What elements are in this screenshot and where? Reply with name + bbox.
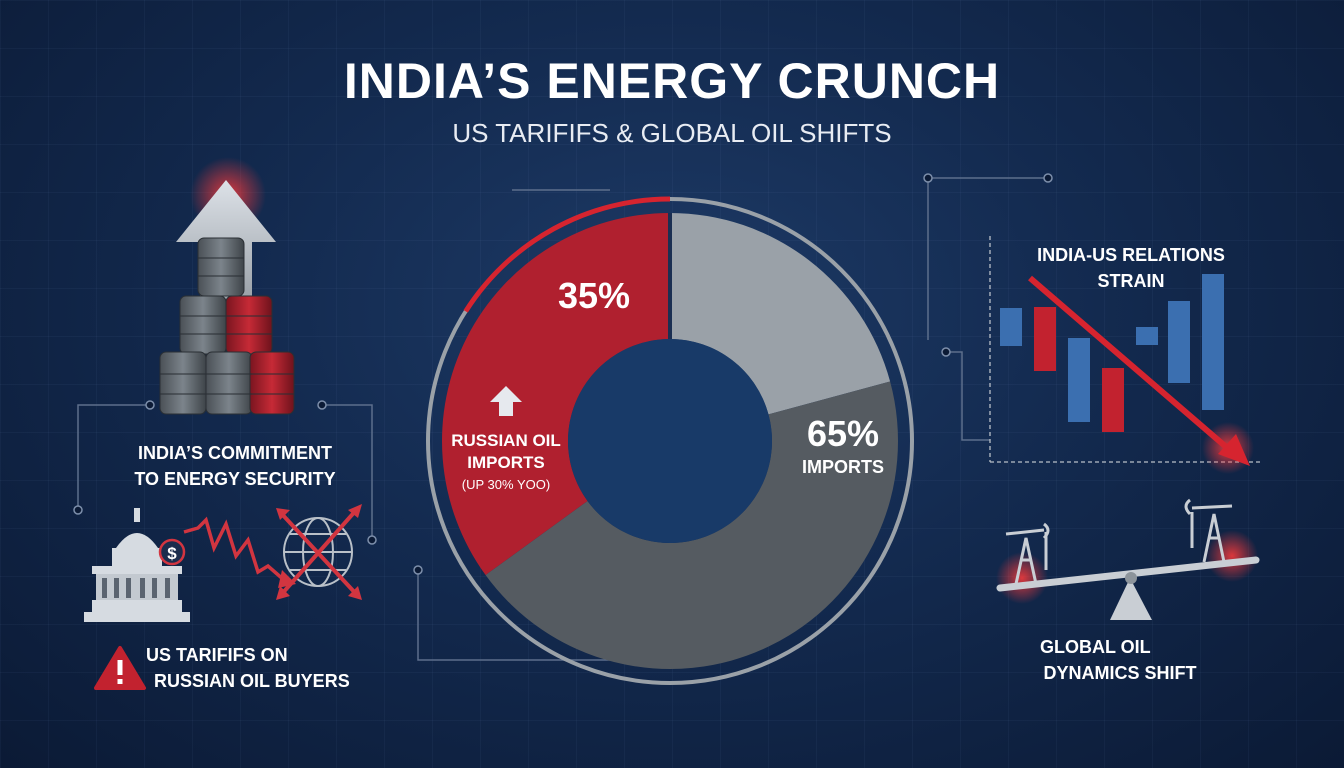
slice-russian-oil <box>442 213 670 576</box>
label-relations-line1: INDIA-US RELATIONS <box>1037 245 1225 265</box>
label-relations-line2: STRAIN <box>1097 271 1165 291</box>
connector-nodes <box>73 173 1053 575</box>
page-subtitle: US TARIFIFS & GLOBAL OIL SHIFTS <box>452 118 892 148</box>
label-energy-security-line2: TO ENERGY SECURITY <box>134 469 336 489</box>
label-energy-security: INDIA’S COMMITMENT TO ENERGY SECURITY <box>110 440 360 492</box>
accent-arc <box>463 196 671 313</box>
trend-down-arrow-icon <box>1028 275 1254 474</box>
donut-hole <box>568 339 772 543</box>
russian-up-arrow-icon <box>490 386 522 416</box>
donut-chart: 35% RUSSIAN OIL IMPORTS (UP 30% YOO) 65% IMPO… <box>426 196 914 685</box>
label-us-tariffs-line2: RUSSIAN OIL BUYERS <box>154 671 350 691</box>
dollar-icon: $ <box>158 538 186 566</box>
label-russian-percent: 35% <box>558 275 630 316</box>
oil-pump-icon <box>1005 498 1233 585</box>
label-us-tariffs-line1: US TARIFIFS ON <box>146 645 288 665</box>
svg-text:$: $ <box>167 544 177 563</box>
label-russian-name-line2: IMPORTS <box>467 453 544 472</box>
connector-lines <box>77 177 1048 661</box>
bar-chart-icon <box>989 236 1262 463</box>
label-russian-sublabel: (UP 30% YOO) <box>462 477 550 492</box>
slice-imports <box>485 381 898 669</box>
oil-barrels-icon <box>159 157 295 415</box>
label-oil-dynamics-line1: GLOBAL OIL <box>1040 637 1151 657</box>
page-title: INDIA’S ENERGY CRUNCH <box>343 53 1001 109</box>
label-energy-security-line1: INDIA’S COMMITMENT <box>138 443 332 463</box>
label-oil-dynamics-line2: DYNAMICS SHIFT <box>1043 663 1197 683</box>
label-imports-name: IMPORTS <box>802 457 884 477</box>
zigzag-arrow-icon <box>183 516 296 588</box>
slice-imports-top <box>670 213 891 415</box>
label-us-tariffs: US TARIFIFS ON RUSSIAN OIL BUYERS <box>140 642 360 694</box>
globe-icon <box>276 504 362 600</box>
label-imports-percent: 65% <box>807 413 879 454</box>
seesaw-icon <box>996 530 1260 620</box>
warning-icon <box>94 646 146 690</box>
label-russian-name-line1: RUSSIAN OIL <box>451 431 561 450</box>
label-relations-strain: INDIA-US RELATIONS STRAIN <box>1006 242 1256 294</box>
capitol-icon <box>84 508 190 622</box>
label-oil-dynamics: GLOBAL OIL DYNAMICS SHIFT <box>1000 634 1240 686</box>
